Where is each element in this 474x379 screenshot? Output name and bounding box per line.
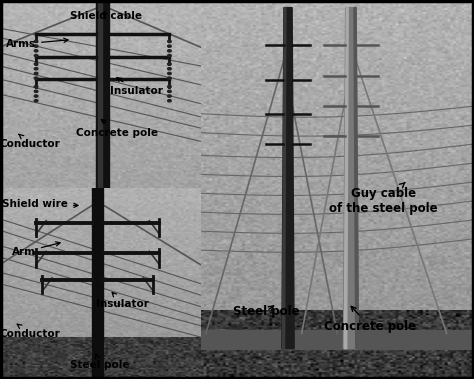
Polygon shape	[283, 8, 286, 349]
Bar	[96, 0, 109, 188]
Ellipse shape	[34, 77, 38, 79]
Text: Steel pole: Steel pole	[70, 354, 130, 370]
Ellipse shape	[34, 50, 38, 52]
Polygon shape	[282, 8, 294, 349]
Text: Arm: Arm	[12, 242, 60, 257]
Ellipse shape	[168, 100, 171, 102]
Ellipse shape	[168, 40, 171, 42]
Ellipse shape	[34, 55, 38, 57]
Ellipse shape	[34, 95, 38, 97]
Text: Concrete pole: Concrete pole	[324, 306, 416, 333]
Text: Shield wire: Shield wire	[2, 199, 78, 210]
Ellipse shape	[34, 67, 38, 70]
Ellipse shape	[34, 45, 38, 47]
Ellipse shape	[168, 67, 171, 70]
Ellipse shape	[168, 77, 171, 79]
Text: Concrete pole: Concrete pole	[76, 119, 158, 138]
Polygon shape	[344, 8, 348, 349]
Ellipse shape	[168, 95, 171, 97]
Ellipse shape	[168, 90, 171, 92]
Ellipse shape	[168, 63, 171, 65]
Ellipse shape	[168, 55, 171, 57]
Text: Conductor: Conductor	[0, 134, 61, 149]
Ellipse shape	[34, 86, 38, 88]
Ellipse shape	[34, 40, 38, 42]
Text: Steel pole: Steel pole	[233, 305, 300, 318]
Text: Insulator: Insulator	[96, 293, 149, 309]
Ellipse shape	[34, 63, 38, 65]
Ellipse shape	[34, 100, 38, 102]
Ellipse shape	[168, 50, 171, 52]
Bar	[98, 0, 102, 188]
Bar	[92, 188, 103, 379]
Ellipse shape	[34, 90, 38, 92]
Text: Shield cable: Shield cable	[70, 11, 142, 21]
Text: Guy cable
of the steel pole: Guy cable of the steel pole	[329, 183, 438, 215]
Ellipse shape	[168, 86, 171, 88]
Ellipse shape	[34, 72, 38, 75]
Text: Arms: Arms	[6, 38, 68, 49]
Ellipse shape	[168, 72, 171, 75]
Polygon shape	[354, 8, 358, 349]
Ellipse shape	[168, 45, 171, 47]
Text: Insulator: Insulator	[110, 78, 163, 96]
Polygon shape	[343, 8, 358, 349]
Text: Conductor: Conductor	[0, 324, 61, 339]
